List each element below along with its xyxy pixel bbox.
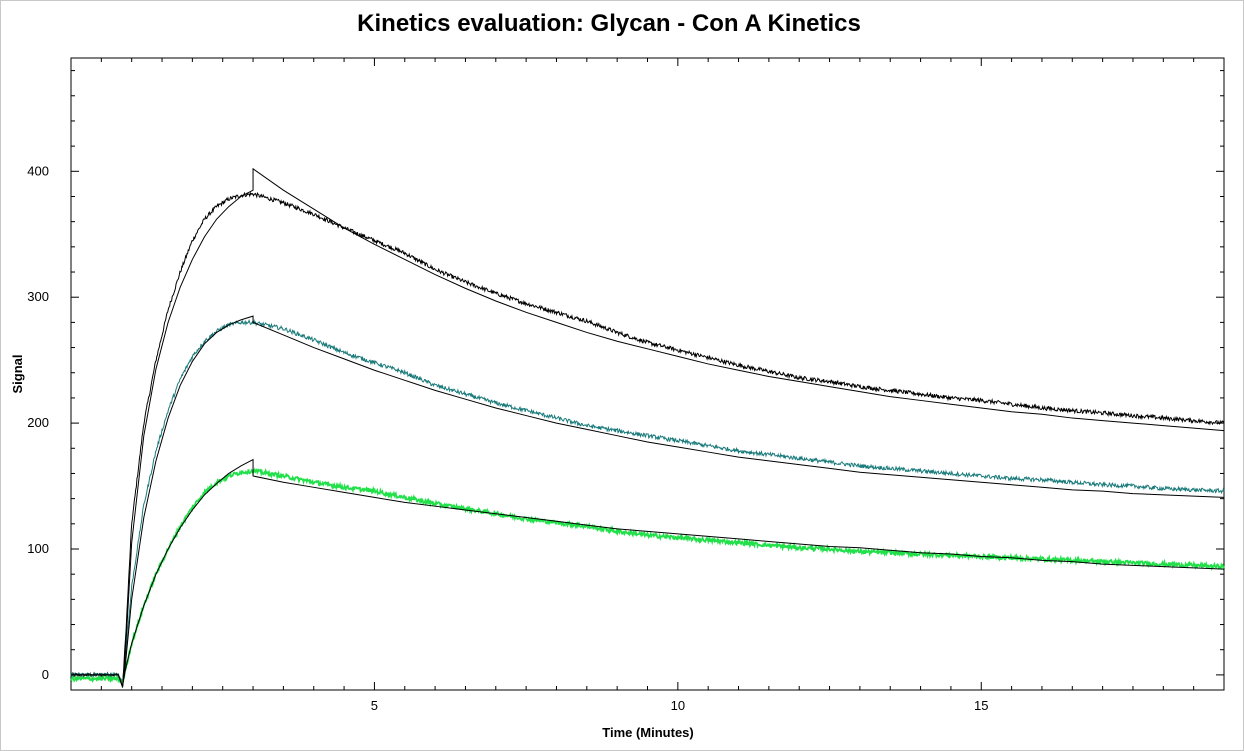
x-tick-label: 10 (671, 698, 685, 713)
axis-ticks (71, 58, 1224, 690)
chart-title: Kinetics evaluation: Glycan - Con A Kine… (357, 10, 861, 37)
y-tick-label: 300 (27, 289, 49, 304)
fit-curve-2 (71, 315, 1225, 687)
x-tick-label: 5 (371, 698, 378, 713)
x-axis-label: Time (Minutes) (602, 725, 694, 740)
fit-curves-layer (71, 167, 1225, 689)
y-tick-label: 200 (27, 415, 49, 430)
series-line-1 (70, 191, 1225, 686)
x-tick-label: 15 (974, 698, 988, 713)
series-line-2 (70, 318, 1225, 685)
y-tick-label: 400 (27, 163, 49, 178)
fit-curve-3 (71, 458, 1225, 689)
plot-area (70, 57, 1225, 691)
y-tick-label: 0 (42, 667, 49, 682)
axis-tick-labels: 5 10 15 0 100 200 300 400 (27, 163, 988, 713)
fit-curve-1 (71, 167, 1225, 688)
series-layer (70, 191, 1225, 686)
y-axis-label: Signal (10, 354, 25, 393)
y-tick-label: 100 (27, 541, 49, 556)
series-line-3 (70, 467, 1225, 686)
